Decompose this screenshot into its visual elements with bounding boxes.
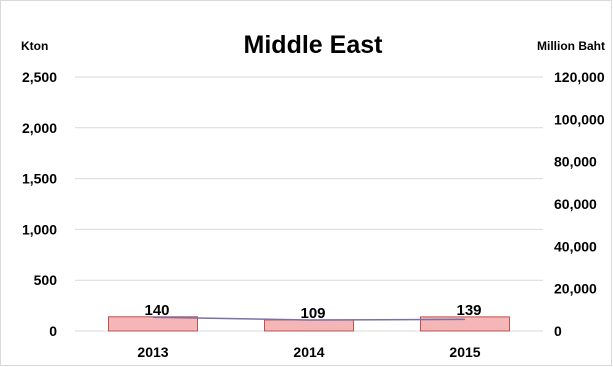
x-axis-labels: 2013 2014 2015	[137, 344, 480, 360]
left-tick-label: 0	[49, 323, 57, 339]
left-tick-label: 1,000	[22, 221, 57, 237]
right-tick-label: 80,000	[554, 154, 597, 170]
chart-title: Middle East	[244, 31, 384, 59]
bar-2015	[420, 316, 510, 332]
bar-series	[108, 316, 510, 332]
export-value-line	[152, 316, 466, 321]
right-tick-label: 40,000	[554, 238, 597, 254]
bar-2013	[108, 316, 198, 332]
data-label-2013: 140	[144, 302, 169, 319]
right-tick-label: 60,000	[554, 196, 597, 212]
right-tick-label: 100,000	[554, 111, 605, 127]
left-axis-unit: Kton	[21, 39, 48, 53]
right-tick-label: 20,000	[554, 281, 597, 297]
right-tick-label: 0	[554, 323, 562, 339]
gridlines	[75, 76, 543, 332]
left-tick-label: 1,500	[22, 171, 57, 187]
data-labels: 140 109 139	[144, 302, 481, 322]
left-tick-label: 2,000	[22, 120, 57, 136]
x-tick-label: 2014	[293, 344, 324, 360]
left-tick-label: 2,500	[22, 69, 57, 85]
x-tick-label: 2015	[449, 344, 480, 360]
right-axis-ticks: 0 20,000 40,000 60,000 80,000 100,000 120,000	[554, 69, 605, 339]
right-axis-unit: Million Baht	[537, 39, 605, 53]
data-label-2015: 139	[456, 302, 481, 319]
line-series	[152, 316, 466, 321]
right-tick-label: 120,000	[554, 69, 605, 85]
data-label-2014: 109	[300, 305, 325, 322]
left-tick-label: 500	[34, 272, 58, 288]
left-axis-ticks: 0 500 1,000 1,500 2,000 2,500	[22, 69, 57, 339]
x-tick-label: 2013	[137, 344, 168, 360]
